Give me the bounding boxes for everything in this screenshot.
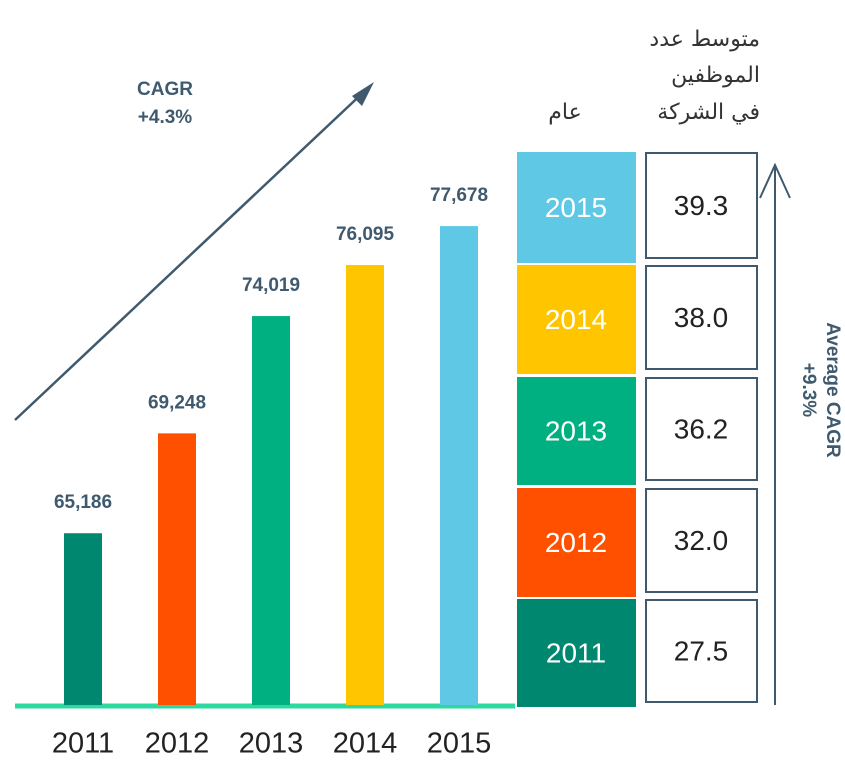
value-text: 38.0	[674, 302, 729, 333]
value-label: 65,186	[54, 492, 112, 513]
value-text: 39.3	[674, 190, 729, 221]
value-label: 69,248	[148, 392, 206, 413]
header: الموظفين	[671, 63, 760, 88]
value-text: 32.0	[674, 525, 729, 556]
side-arrow-head	[759, 162, 791, 199]
bar	[252, 316, 290, 705]
side-note-line: +9.3%	[798, 363, 819, 418]
year-text: 2014	[545, 304, 607, 335]
header: في الشركة	[657, 100, 760, 125]
bar	[64, 533, 102, 705]
year-text: 2013	[545, 415, 607, 446]
value-text: 36.2	[674, 413, 729, 444]
annotation: +4.3%	[138, 107, 193, 128]
header: عام	[548, 100, 581, 125]
value-text: 27.5	[674, 635, 729, 666]
value-label: 76,095	[336, 224, 395, 245]
value-label: 74,019	[242, 275, 300, 296]
value-label: 77,678	[430, 185, 488, 206]
bar	[158, 433, 196, 705]
bar	[346, 265, 384, 705]
x-tick-label: 2012	[145, 728, 210, 758]
year-text: 2012	[545, 527, 607, 558]
x-tick-label: 2013	[239, 728, 304, 758]
side-note: Average CAGR +9.3%	[798, 322, 843, 458]
year-text: 2015	[545, 192, 607, 223]
header: متوسط عدد	[649, 27, 760, 52]
year-cell	[517, 599, 636, 707]
year-cell	[517, 377, 636, 485]
x-tick-label: 2015	[427, 728, 492, 758]
year-cell	[517, 488, 636, 597]
value-cell	[645, 488, 758, 593]
x-tick-label: 2011	[52, 728, 114, 758]
value-cell	[645, 377, 758, 481]
year-text: 2011	[546, 637, 606, 668]
year-cell	[517, 265, 636, 374]
value-cell	[645, 265, 758, 370]
bar	[440, 226, 478, 705]
value-cell	[645, 152, 758, 259]
trend-arrow	[14, 87, 369, 421]
annotation: CAGR	[137, 79, 193, 100]
year-cell	[517, 152, 636, 263]
value-cell	[645, 599, 758, 703]
arrow-head	[352, 82, 374, 106]
side-note-line: Average CAGR	[822, 322, 843, 458]
x-tick-label: 2014	[333, 728, 398, 758]
